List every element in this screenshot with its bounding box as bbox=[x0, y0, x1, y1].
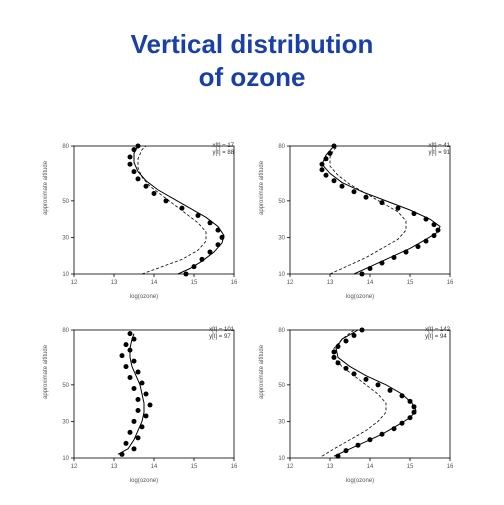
svg-text:14: 14 bbox=[151, 280, 158, 286]
svg-text:12: 12 bbox=[71, 280, 78, 286]
svg-text:30: 30 bbox=[278, 235, 285, 241]
svg-text:15: 15 bbox=[407, 280, 414, 286]
page-title: Vertical distribution of ozone bbox=[0, 0, 504, 93]
chart-svg: 12 13 14 15 16 10 30 50 80 bbox=[48, 140, 240, 290]
chart-svg: 12 13 14 15 16 10 30 50 80 bbox=[48, 324, 240, 474]
y-axis-label: approximate altitude bbox=[259, 161, 265, 215]
x-axis-label: log(ozone) bbox=[130, 294, 158, 300]
svg-text:15: 15 bbox=[407, 464, 414, 470]
svg-text:10: 10 bbox=[62, 456, 69, 462]
y-axis-label: approximate altitude bbox=[43, 345, 49, 399]
svg-text:14: 14 bbox=[151, 464, 158, 470]
svg-text:30: 30 bbox=[62, 419, 69, 425]
svg-text:80: 80 bbox=[62, 144, 69, 150]
y-axis-label: approximate altitude bbox=[43, 161, 49, 215]
chart-grid: 12 13 14 15 16 10 30 50 80 approximate altitude lo… bbox=[48, 140, 456, 474]
x-axis-label: log(ozone) bbox=[346, 478, 374, 484]
svg-text:13: 13 bbox=[327, 464, 334, 470]
svg-text:30: 30 bbox=[62, 235, 69, 241]
svg-text:16: 16 bbox=[231, 280, 238, 286]
svg-text:80: 80 bbox=[62, 328, 69, 334]
svg-text:30: 30 bbox=[278, 419, 285, 425]
svg-text:10: 10 bbox=[62, 272, 69, 278]
svg-text:50: 50 bbox=[62, 199, 69, 205]
svg-text:16: 16 bbox=[447, 464, 454, 470]
chart-svg: 12 13 14 15 16 10 30 50 80 bbox=[264, 324, 456, 474]
y-axis-label: approximate altitude bbox=[259, 345, 265, 399]
svg-text:16: 16 bbox=[447, 280, 454, 286]
svg-text:12: 12 bbox=[287, 280, 294, 286]
chart-panel-1: 121314151610305080approximate altitudelo… bbox=[264, 140, 456, 290]
svg-text:80: 80 bbox=[278, 144, 285, 150]
svg-text:16: 16 bbox=[231, 464, 238, 470]
svg-text:50: 50 bbox=[278, 383, 285, 389]
panel-annotation: x[t] = 101y[t] = 97 bbox=[209, 327, 234, 341]
svg-text:10: 10 bbox=[278, 456, 285, 462]
svg-text:13: 13 bbox=[327, 280, 334, 286]
panel-annotation: x[t] = 41y[t] = 91 bbox=[428, 143, 450, 157]
chart-panel-0: 121314151610305080approximate altitudelo… bbox=[48, 140, 240, 290]
title-line-2: of ozone bbox=[0, 61, 504, 94]
svg-text:13: 13 bbox=[111, 464, 118, 470]
svg-text:10: 10 bbox=[278, 272, 285, 278]
svg-text:12: 12 bbox=[71, 464, 78, 470]
svg-text:80: 80 bbox=[278, 328, 285, 334]
svg-text:50: 50 bbox=[62, 383, 69, 389]
svg-text:14: 14 bbox=[367, 280, 374, 286]
svg-text:15: 15 bbox=[191, 464, 198, 470]
svg-text:50: 50 bbox=[278, 199, 285, 205]
svg-text:15: 15 bbox=[191, 280, 198, 286]
x-axis-label: log(ozone) bbox=[346, 294, 374, 300]
chart-panel-3: 121314151610305080approximate altitudelo… bbox=[264, 324, 456, 474]
svg-text:13: 13 bbox=[111, 280, 118, 286]
chart-panel-2: 121314151610305080approximate altitudelo… bbox=[48, 324, 240, 474]
svg-text:14: 14 bbox=[367, 464, 374, 470]
title-line-1: Vertical distribution bbox=[0, 28, 504, 61]
chart-svg: 12 13 14 15 16 10 30 50 80 bbox=[264, 140, 456, 290]
x-axis-label: log(ozone) bbox=[130, 478, 158, 484]
svg-text:12: 12 bbox=[287, 464, 294, 470]
panel-annotation: x[t] = 17y[t] = 88 bbox=[212, 143, 234, 157]
panel-annotation: x[t] = 142y[t] = 94 bbox=[425, 327, 450, 341]
